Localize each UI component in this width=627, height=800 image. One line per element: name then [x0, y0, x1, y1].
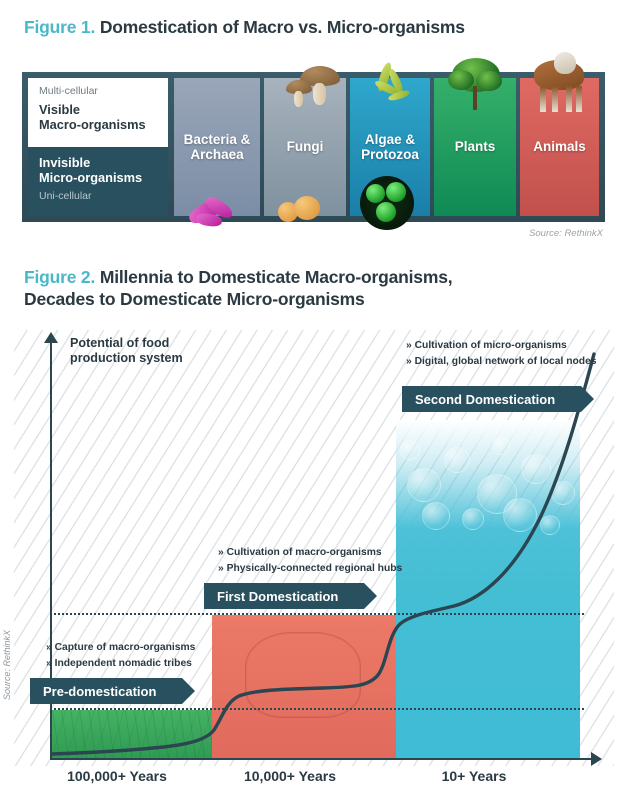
chart-reference-line-high [50, 613, 584, 615]
bullet-item: Capture of macro-organisms [46, 640, 196, 656]
figure1-number: Figure 1. [24, 17, 96, 37]
tree-icon [448, 58, 504, 116]
y-axis-line [50, 340, 52, 760]
bacteria-icon [186, 196, 224, 228]
figure2-chart: Potential of food production system Capt… [14, 330, 614, 766]
figure1-legend: Multi-cellular Visible Macro-organisms I… [28, 78, 168, 216]
figure1-column-label: Fungi [286, 139, 324, 155]
figure2-number: Figure 2. [24, 267, 96, 287]
figure1-column-bacteria: Bacteria & Archaea [174, 78, 260, 228]
bullet-item: Cultivation of macro-organisms [218, 545, 402, 561]
figure2-title-line2: Decades to Domesticate Micro-organisms [24, 289, 365, 310]
figure1-legend-micro: Invisible Micro-organisms Uni-cellular [28, 147, 168, 216]
y-axis-arrow-icon [44, 332, 58, 343]
figure2-title: Figure 2. Millennia to Domesticate Macro… [24, 266, 453, 311]
x-axis-tick-label: 10+ Years [441, 768, 507, 784]
legend-invisible-micro-label: Invisible Micro-organisms [39, 155, 143, 186]
legend-visible-macro-label: Visible Macro-organisms [39, 101, 146, 132]
figure1-column-animals: Animals [520, 52, 599, 216]
cow-icon [526, 52, 596, 116]
figure1-column-label: Animals [533, 139, 586, 155]
figure1-legend-macro: Multi-cellular Visible Macro-organisms [28, 78, 168, 147]
annotation-bullets-second-domestication: Cultivation of micro-organisms Digital, … [406, 338, 597, 370]
bullet-item: Physically-connected regional hubs [218, 561, 403, 577]
chart-curve [50, 352, 596, 756]
x-axis-arrow-icon [591, 752, 602, 766]
chart-plot-area: Potential of food production system Capt… [14, 330, 614, 766]
figure2-source: Source: RethinkX [2, 629, 12, 700]
figure1-diagram: Bacteria & Archaea Fungi [22, 52, 605, 230]
bullet-item: Digital, global network of local nodes [406, 354, 597, 370]
legend-unicellular-label: Uni-cellular [39, 190, 92, 203]
algae-icon [364, 61, 422, 118]
bullet-item: Cultivation of micro-organisms [406, 338, 597, 354]
figure1-source: Source: RethinkX [529, 228, 603, 239]
banner-second-domestication: Second Domestication [402, 386, 595, 412]
figure1-title: Figure 1. Domestication of Macro vs. Mic… [24, 16, 465, 38]
figure1-column-plants: Plants [434, 58, 516, 216]
figure1-column-label: Plants [454, 139, 496, 155]
figure1-title-text: Domestication of Macro vs. Micro-organis… [99, 17, 465, 37]
x-axis-line [50, 758, 595, 760]
annotation-bullets-first-domestication: Cultivation of macro-organisms Physicall… [218, 545, 403, 577]
x-axis-tick-label: 100,000+ Years [67, 768, 167, 784]
annotation-bullets-predomestication: Capture of macro-organisms Independent n… [46, 640, 196, 672]
banner-predomestication: Pre-domestication [30, 678, 196, 704]
figure1-column-label: Algae & Protozoa [361, 131, 419, 162]
chart-band-second-domestication [396, 420, 580, 760]
chart-reference-line-low [50, 708, 584, 710]
x-axis-tick-label: 10,000+ Years [243, 768, 336, 784]
banner-first-domestication: First Domestication [204, 583, 378, 609]
figure1-column-label: Bacteria & Archaea [183, 131, 251, 162]
figure1-column-algae: Algae & Protozoa [350, 61, 430, 230]
y-axis-label: Potential of food production system [70, 336, 183, 366]
figure2-title-line1: Millennia to Domesticate Macro-organisms… [99, 267, 453, 287]
figure1-column-fungi: Fungi [264, 66, 346, 222]
bullet-item: Independent nomadic tribes [46, 656, 195, 672]
legend-multicellular-label: Multi-cellular [39, 85, 98, 97]
